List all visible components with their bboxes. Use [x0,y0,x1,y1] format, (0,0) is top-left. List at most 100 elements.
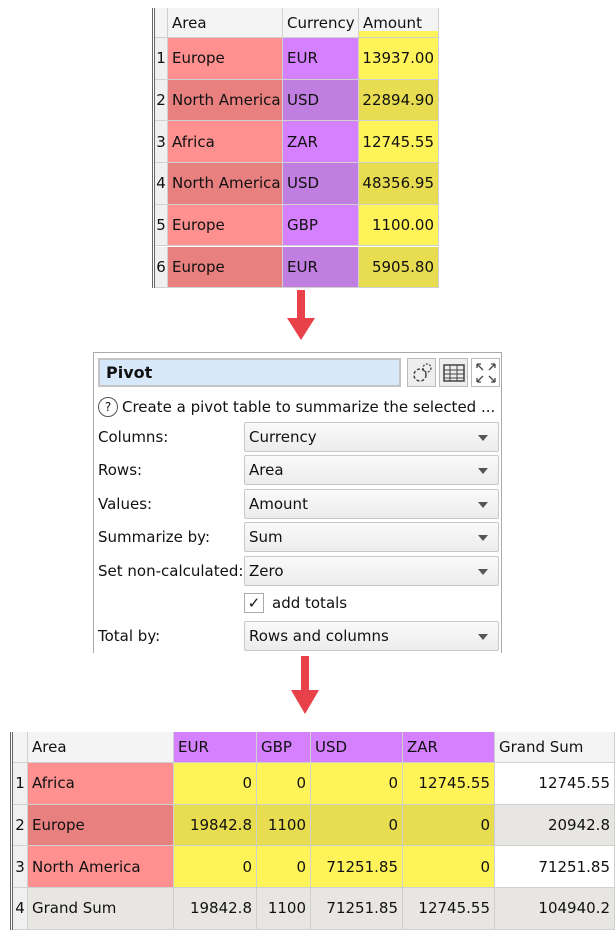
field-label: Rows: [98,461,143,480]
dropdown-value: Sum [249,528,283,547]
chevron-down-icon [478,634,488,640]
dropdown-value: Rows and columns [249,627,389,645]
table-cell: USD [283,163,359,205]
dropdown-value: Area [249,461,284,480]
table-cell: 1100 [257,888,311,930]
table-cell: 12745.55 [403,763,495,805]
table-cell: North America [168,163,283,205]
corner-cell [13,732,28,763]
dropdown-value: Amount [249,494,308,513]
column-header[interactable]: Grand Sum [495,732,615,763]
table-cell: 71251.85 [495,846,615,889]
table-cell: 12745.55 [403,888,495,930]
table-cell: 104940.2 [495,888,615,930]
table-cell: North America [168,79,283,122]
dropdown-value: Zero [249,561,284,580]
gears-icon [412,362,432,382]
field-label: Set non-calculated: [98,561,244,580]
source-table: Area Currency Amount 1 Europe EUR 13937.00 2 Nor… [152,8,443,289]
column-header[interactable]: Currency [283,8,359,38]
add-totals-checkbox[interactable]: ✓ add totals [244,593,347,613]
table-cell: 1100.00 [359,204,439,247]
settings-button[interactable] [407,358,436,387]
column-header[interactable]: USD [311,732,403,763]
table-cell: 48356.95 [359,163,439,205]
row-number[interactable]: 4 [13,888,28,930]
table-cell: 12745.55 [495,763,615,805]
table-cell: Africa [28,763,174,805]
column-header[interactable]: Area [168,8,283,38]
pivot-title: Pivot [98,358,401,387]
arrow-down-icon [287,290,315,340]
column-header[interactable]: GBP [257,732,311,763]
chevron-down-icon [478,568,488,575]
total-by-dropdown[interactable]: Rows and columns [244,621,499,651]
checkbox[interactable]: ✓ [244,593,264,613]
table-cell: 71251.85 [311,888,403,930]
pivot-panel: Pivot ? Create a pivot table to summariz… [93,352,502,653]
table-cell: 19842.8 [174,804,257,847]
help-icon[interactable]: ? [98,397,118,417]
row-number[interactable]: 1 [155,38,168,80]
table-cell: EUR [283,38,359,80]
chevron-down-icon [478,468,488,475]
table-cell: USD [283,79,359,122]
column-header[interactable]: EUR [174,732,257,763]
table-cell: 5905.80 [359,246,439,289]
table-cell: Grand Sum [28,888,174,930]
column-header[interactable]: ZAR [403,732,495,763]
table-cell: 22894.90 [359,79,439,122]
table-cell: Europe [168,204,283,247]
total-by-label: Total by: [98,627,161,645]
row-number[interactable]: 5 [155,204,168,247]
field-label: Columns: [98,428,169,446]
row-number[interactable]: 3 [13,846,28,889]
expand-button[interactable] [471,358,500,387]
table-cell: 0 [311,763,403,805]
table-cell: 0 [257,763,311,805]
table-cell: 71251.85 [311,846,403,889]
table-cell: 0 [403,804,495,847]
field-dropdown[interactable]: Sum [244,522,499,553]
table-cell: Europe [168,38,283,80]
row-number[interactable]: 2 [155,79,168,122]
help-text: Create a pivot table to summarize the se… [122,398,496,416]
table-cell: 0 [311,804,403,847]
row-number[interactable]: 3 [155,121,168,164]
field-dropdown[interactable]: Currency [244,422,499,452]
table-cell: Europe [28,804,174,847]
chevron-down-icon [478,435,488,441]
row-number[interactable]: 1 [13,763,28,805]
table-view-button[interactable] [439,358,468,387]
table-cell: 19842.8 [174,888,257,930]
table-icon [442,363,465,382]
table-cell: EUR [283,246,359,289]
field-dropdown[interactable]: Area [244,455,499,486]
table-cell: 1100 [257,804,311,847]
expand-icon [475,362,496,383]
column-header[interactable]: Amount [359,8,439,38]
field-dropdown[interactable]: Amount [244,488,499,519]
table-cell: Europe [168,246,283,289]
column-header[interactable]: Area [28,732,174,763]
corner-cell [155,8,168,38]
chevron-down-icon [478,501,488,508]
table-cell: 20942.8 [495,804,615,847]
row-number[interactable]: 6 [155,246,168,289]
table-cell: 12745.55 [359,121,439,164]
table-cell: North America [28,846,174,889]
chevron-down-icon [478,535,488,542]
table-cell: 0 [174,763,257,805]
row-number[interactable]: 4 [155,163,168,205]
table-cell: ZAR [283,121,359,164]
result-table: Area EUR GBP USD ZAR Grand Sum 1 Africa 0 0 0 12745… [10,732,615,930]
row-number[interactable]: 2 [13,804,28,847]
dropdown-value: Currency [249,428,317,446]
table-cell: Africa [168,121,283,164]
arrow-down-icon [291,656,319,714]
table-cell: 13937.00 [359,38,439,80]
field-label: Summarize by: [98,528,211,547]
table-cell: 0 [174,846,257,889]
field-label: Values: [98,494,153,513]
field-dropdown[interactable]: Zero [244,555,499,586]
